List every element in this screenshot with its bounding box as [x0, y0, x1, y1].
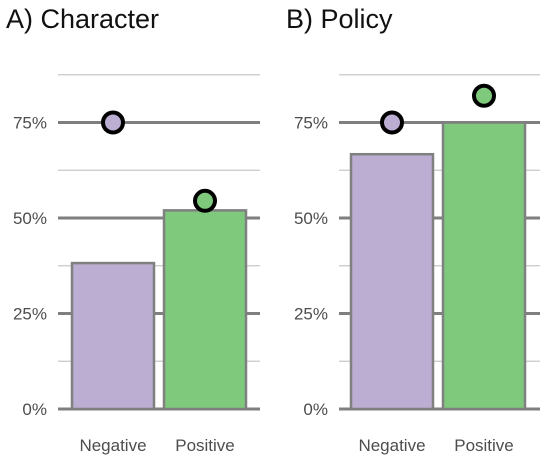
- panel-a-marker-positive: [193, 188, 217, 213]
- panel-b-y-tick-label: 0%: [303, 400, 328, 419]
- panel-b-marker-positive: [472, 83, 496, 108]
- panel-b-y-tick-label: 25%: [294, 305, 328, 324]
- panel-a-bar-negative: [70, 261, 156, 411]
- panel-b-y-ticks: 0% 25% 50% 75%: [294, 114, 328, 420]
- panel-b-x-label-negative: Negative: [358, 436, 425, 455]
- panel-a-bar-positive: [162, 209, 248, 411]
- panel-a-y-tick-label: 0%: [22, 400, 47, 419]
- panel-a-x-label-positive: Positive: [175, 436, 235, 455]
- panel-a-y-tick-label: 25%: [13, 305, 47, 324]
- panel-a-x-label-negative: Negative: [79, 436, 146, 455]
- panel-b-y-tick-label: 75%: [294, 114, 328, 133]
- panel-b-markers: [380, 83, 496, 135]
- panel-b-title: B) Policy: [286, 4, 393, 34]
- panel-a-y-tick-label: 75%: [13, 114, 47, 133]
- panel-a-bars: [70, 209, 248, 411]
- panel-a-marker-negative: [101, 110, 125, 135]
- panel-b-bars: [349, 121, 527, 411]
- panel-a-markers: [101, 110, 217, 213]
- panel-a: A) Character 0% 25% 50% 75% Negative Positi…: [6, 4, 260, 455]
- panel-b-marker-negative: [380, 110, 404, 135]
- panel-b-bar-negative: [349, 152, 435, 411]
- panel-b-y-tick-label: 50%: [294, 209, 328, 228]
- panel-a-y-tick-label: 50%: [13, 209, 47, 228]
- panel-b-bar-positive: [441, 121, 527, 411]
- panel-b-x-label-positive: Positive: [454, 436, 514, 455]
- panel-b: B) Policy 0% 25% 50% 75% Negative Positive: [286, 4, 540, 455]
- panel-a-y-ticks: 0% 25% 50% 75%: [13, 114, 47, 420]
- panel-a-title: A) Character: [6, 4, 159, 34]
